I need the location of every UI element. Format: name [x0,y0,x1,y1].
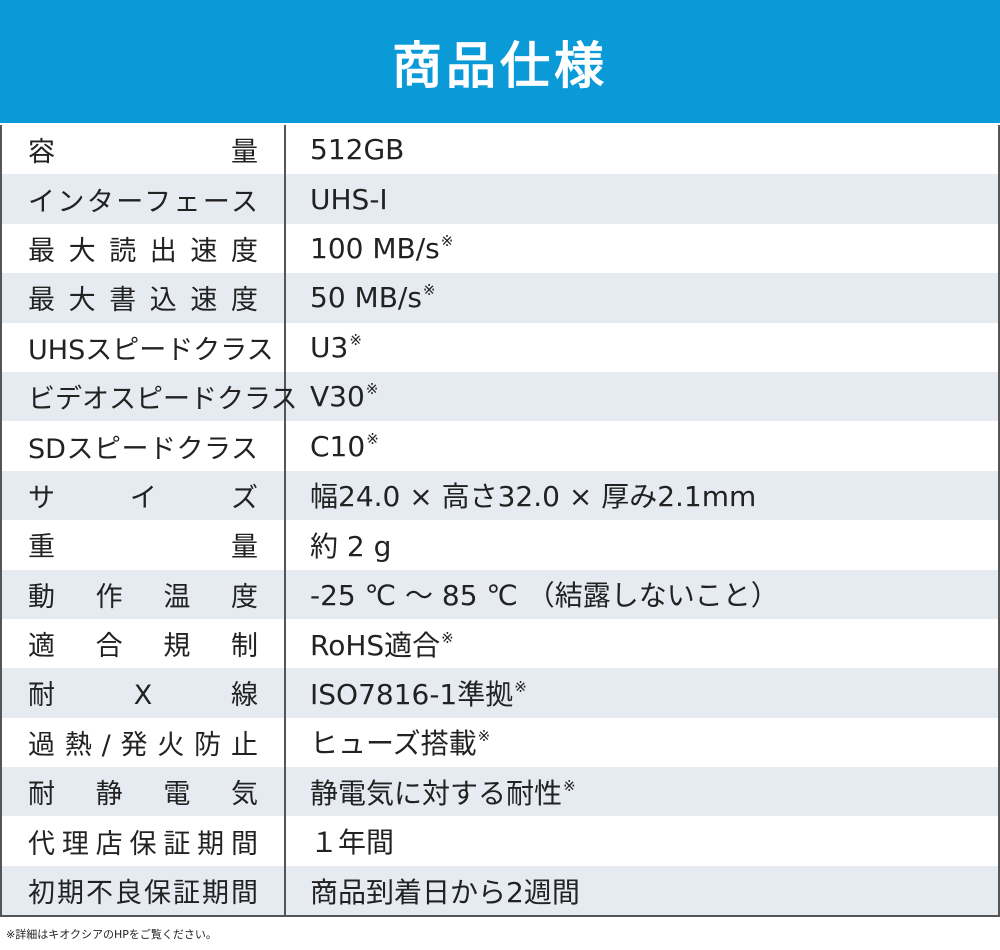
value-cell: UHS-I [286,183,388,216]
row-note: ※ [349,330,362,349]
row-note: ※ [563,776,576,795]
spec-table: 容量 512GB インターフェース UHS-I 最大読出速度 100 MB/s※ 最大書込速… [0,125,1000,918]
row-label: 重量 [28,532,258,564]
table-row: 容量 512GB [2,125,998,175]
table-row: サイズ 幅24.0 × 高さ32.0 × 厚み2.1mm [2,470,998,521]
row-label: 最大書込速度 [28,285,258,317]
row-label: 耐静電気 [28,779,258,811]
table-row: 過熱/発火防止 ヒューズ搭載※ [2,717,998,768]
row-value: 商品到着日から2週間 [310,875,580,909]
row-value: ISO7816-1準拠 [310,677,514,711]
value-cell: ISO7816-1準拠※ [286,673,527,713]
row-value: １年間 [310,826,395,860]
row-note: ※ [514,677,527,696]
row-label: 容量 [28,137,258,169]
row-value: 静電気に対する耐性 [310,776,563,810]
table-row: ビデオスピードクラス V30※ [2,371,998,422]
table-row: UHSスピードクラス U3※ [2,322,998,372]
table-row: 最大読出速度 100 MB/s※ [2,223,998,274]
row-label: 耐X線 [28,680,258,712]
row-label: ビデオスピードクラス [28,384,298,416]
row-value: UHS-I [310,182,388,216]
table-row: 初期不良保証期間 商品到着日から2週間 [2,865,998,916]
value-cell: 50 MB/s※ [286,281,436,314]
label-cell: SDスピードクラス [2,421,286,471]
value-cell: 静電気に対する耐性※ [286,772,576,812]
row-label: 初期不良保証期間 [28,878,258,910]
value-cell: V30※ [286,380,378,413]
table-row: 耐X線 ISO7816-1準拠※ [2,668,998,718]
footnote: ※詳細はキオクシアのHPをご覧ください。 [6,928,217,941]
table-row: 適合規制 RoHS適合※ [2,618,998,669]
label-cell: 最大書込速度 [2,273,286,323]
row-note: ※ [366,429,379,448]
table-row: 耐静電気 静電気に対する耐性※ [2,767,998,817]
row-label: 過熱/発火防止 [28,729,258,761]
label-cell: 代理店保証期間 [2,816,286,866]
table-row: インターフェース UHS-I [2,174,998,224]
row-value: U3 [310,330,349,364]
table-row: 最大書込速度 50 MB/s※ [2,273,998,323]
label-cell: 耐X線 [2,668,286,718]
row-value: -25 ℃ ～ 85 ℃ （結露しないこと） [310,579,779,613]
value-cell: 100 MB/s※ [286,232,453,265]
row-value: C10 [310,429,366,463]
value-cell: -25 ℃ ～ 85 ℃ （結露しないこと） [286,574,779,614]
row-value: V30 [310,380,365,414]
label-cell: 最大読出速度 [2,223,286,274]
row-label: 適合規制 [28,631,258,663]
label-cell: 耐静電気 [2,767,286,817]
table-row: 動作温度 -25 ℃ ～ 85 ℃ （結露しないこと） [2,569,998,619]
row-value: 約 2 g [310,529,392,563]
row-value: 50 MB/s [310,281,422,315]
title: 商品仕様 [392,36,608,95]
row-note: ※ [441,628,454,647]
value-cell: １年間 [286,821,394,861]
row-label: 動作温度 [28,581,258,613]
value-cell: 約 2 g [286,525,391,565]
label-cell: 初期不良保証期間 [2,865,286,916]
value-cell: RoHS適合※ [286,624,454,664]
value-cell: ヒューズ搭載※ [286,722,490,762]
value-cell: 512GB [286,133,404,166]
row-label: 最大読出速度 [28,235,258,267]
row-note: ※ [477,727,491,746]
row-label: UHSスピードクラス [28,334,274,366]
value-cell: 幅24.0 × 高さ32.0 × 厚み2.1mm [286,475,756,515]
label-cell: 動作温度 [2,569,286,619]
label-cell: ビデオスピードクラス [2,371,298,422]
row-note: ※ [440,231,454,250]
label-cell: 重量 [2,520,286,570]
label-cell: 容量 [2,125,286,175]
row-note: ※ [365,380,379,399]
row-value: ヒューズ搭載 [310,727,477,761]
value-cell: U3※ [286,331,362,364]
row-value: 100 MB/s [310,231,440,265]
row-value: 512GB [310,133,405,167]
table-row: 代理店保証期間 １年間 [2,816,998,866]
header: 商品仕様 [0,0,1000,123]
row-label: サイズ [28,482,258,514]
row-label: インターフェース [28,186,258,218]
row-value: RoHS適合 [310,628,441,662]
value-cell: C10※ [286,430,379,463]
label-cell: 適合規制 [2,618,286,669]
table-row: SDスピードクラス C10※ [2,421,998,471]
label-cell: 過熱/発火防止 [2,717,286,768]
row-note: ※ [422,281,436,300]
row-label: 代理店保証期間 [28,828,258,860]
value-cell: 商品到着日から2週間 [286,871,580,911]
table-row: 重量 約 2 g [2,520,998,570]
label-cell: サイズ [2,470,286,521]
row-value: 幅24.0 × 高さ32.0 × 厚み2.1mm [310,480,757,514]
label-cell: UHSスピードクラス [2,322,286,372]
label-cell: インターフェース [2,174,286,224]
row-label: SDスピードクラス [28,433,258,465]
